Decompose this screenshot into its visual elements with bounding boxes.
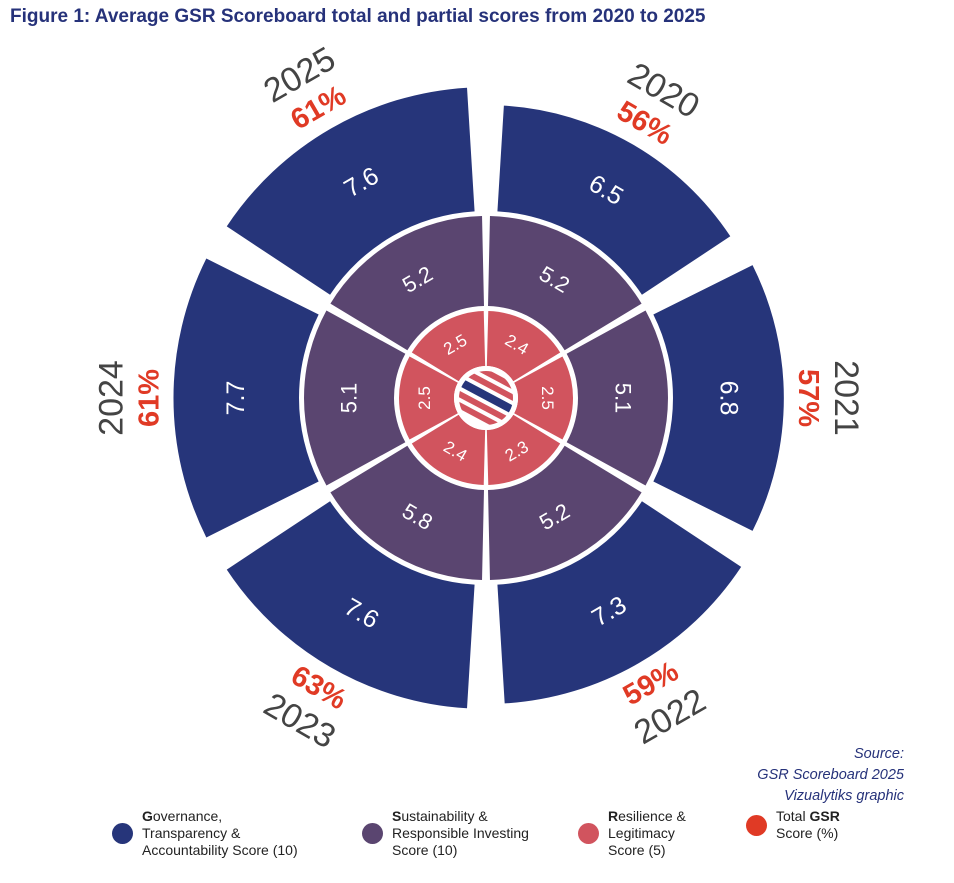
governance-segment-2022 [497, 501, 742, 704]
legend-sustainability-swatch [362, 823, 383, 844]
resilience-segment-2025 [411, 311, 486, 382]
sustainability-segment-2021 [566, 310, 668, 486]
governance-label-2021: 6.8 [714, 381, 742, 416]
sustainability-segment-2022 [488, 445, 642, 580]
resilience-segment-2022 [486, 414, 561, 485]
legend-total-swatch [746, 814, 767, 836]
source-line-3: Vizualytiks graphic [784, 788, 904, 804]
sustainability-segment-2024 [304, 310, 406, 486]
legend-governance: Governance, Transparency & Accountabilit… [112, 808, 298, 859]
resilience-label-2021: 2.5 [538, 386, 557, 410]
sustainability-label-2024: 5.1 [337, 383, 362, 414]
resilience-ring [398, 311, 574, 485]
governance-label-2024: 7.7 [222, 381, 250, 416]
resilience-segment-2024 [398, 356, 458, 440]
governance-segment-2025 [226, 87, 475, 295]
total-score-2024: 61% [134, 369, 166, 427]
resilience-label-2024: 2.5 [415, 386, 434, 410]
sustainability-segment-2025 [330, 216, 484, 351]
legend-total: Total GSR Score (%) [746, 808, 840, 842]
total-score-2021: 57% [792, 369, 824, 427]
sustainability-label-2021: 5.1 [611, 383, 636, 414]
governance-segment-2021 [653, 265, 784, 531]
sustainability-ring [304, 216, 668, 580]
governance-segment-2023 [226, 501, 475, 709]
source-line-2: GSR Scoreboard 2025 [757, 767, 904, 783]
legend-governance-swatch [112, 823, 133, 844]
legend-sustainability-label: Sustainability & Responsible Investing S… [392, 808, 529, 858]
governance-segment-2024 [173, 258, 319, 538]
year-label-2021: 2021 [827, 360, 865, 436]
center-logo [454, 366, 518, 430]
chart-title: Figure 1: Average GSR Scoreboard total a… [10, 6, 706, 27]
legend-governance-label: Governance, Transparency & Accountabilit… [142, 808, 298, 858]
resilience-segment-2023 [411, 414, 486, 485]
legend-total-label: Total GSR Score (%) [776, 808, 840, 841]
resilience-segment-2020 [486, 311, 561, 382]
legend-resilience-swatch [578, 823, 599, 844]
source-line-1: Source: [854, 746, 904, 762]
sustainability-segment-2023 [330, 445, 484, 580]
sustainability-segment-2020 [488, 216, 642, 351]
legend-sustainability: Sustainability & Responsible Investing S… [362, 808, 529, 859]
governance-ring [173, 87, 784, 709]
governance-segment-2020 [497, 105, 731, 295]
resilience-segment-2021 [514, 356, 574, 440]
source-note: Source: GSR Scoreboard 2025 Vizualytiks … [757, 744, 904, 807]
legend-resilience-label: Resilience & Legitimacy Score (5) [608, 808, 686, 858]
legend-resilience: Resilience & Legitimacy Score (5) [578, 808, 686, 859]
year-label-2024: 2024 [93, 360, 131, 436]
